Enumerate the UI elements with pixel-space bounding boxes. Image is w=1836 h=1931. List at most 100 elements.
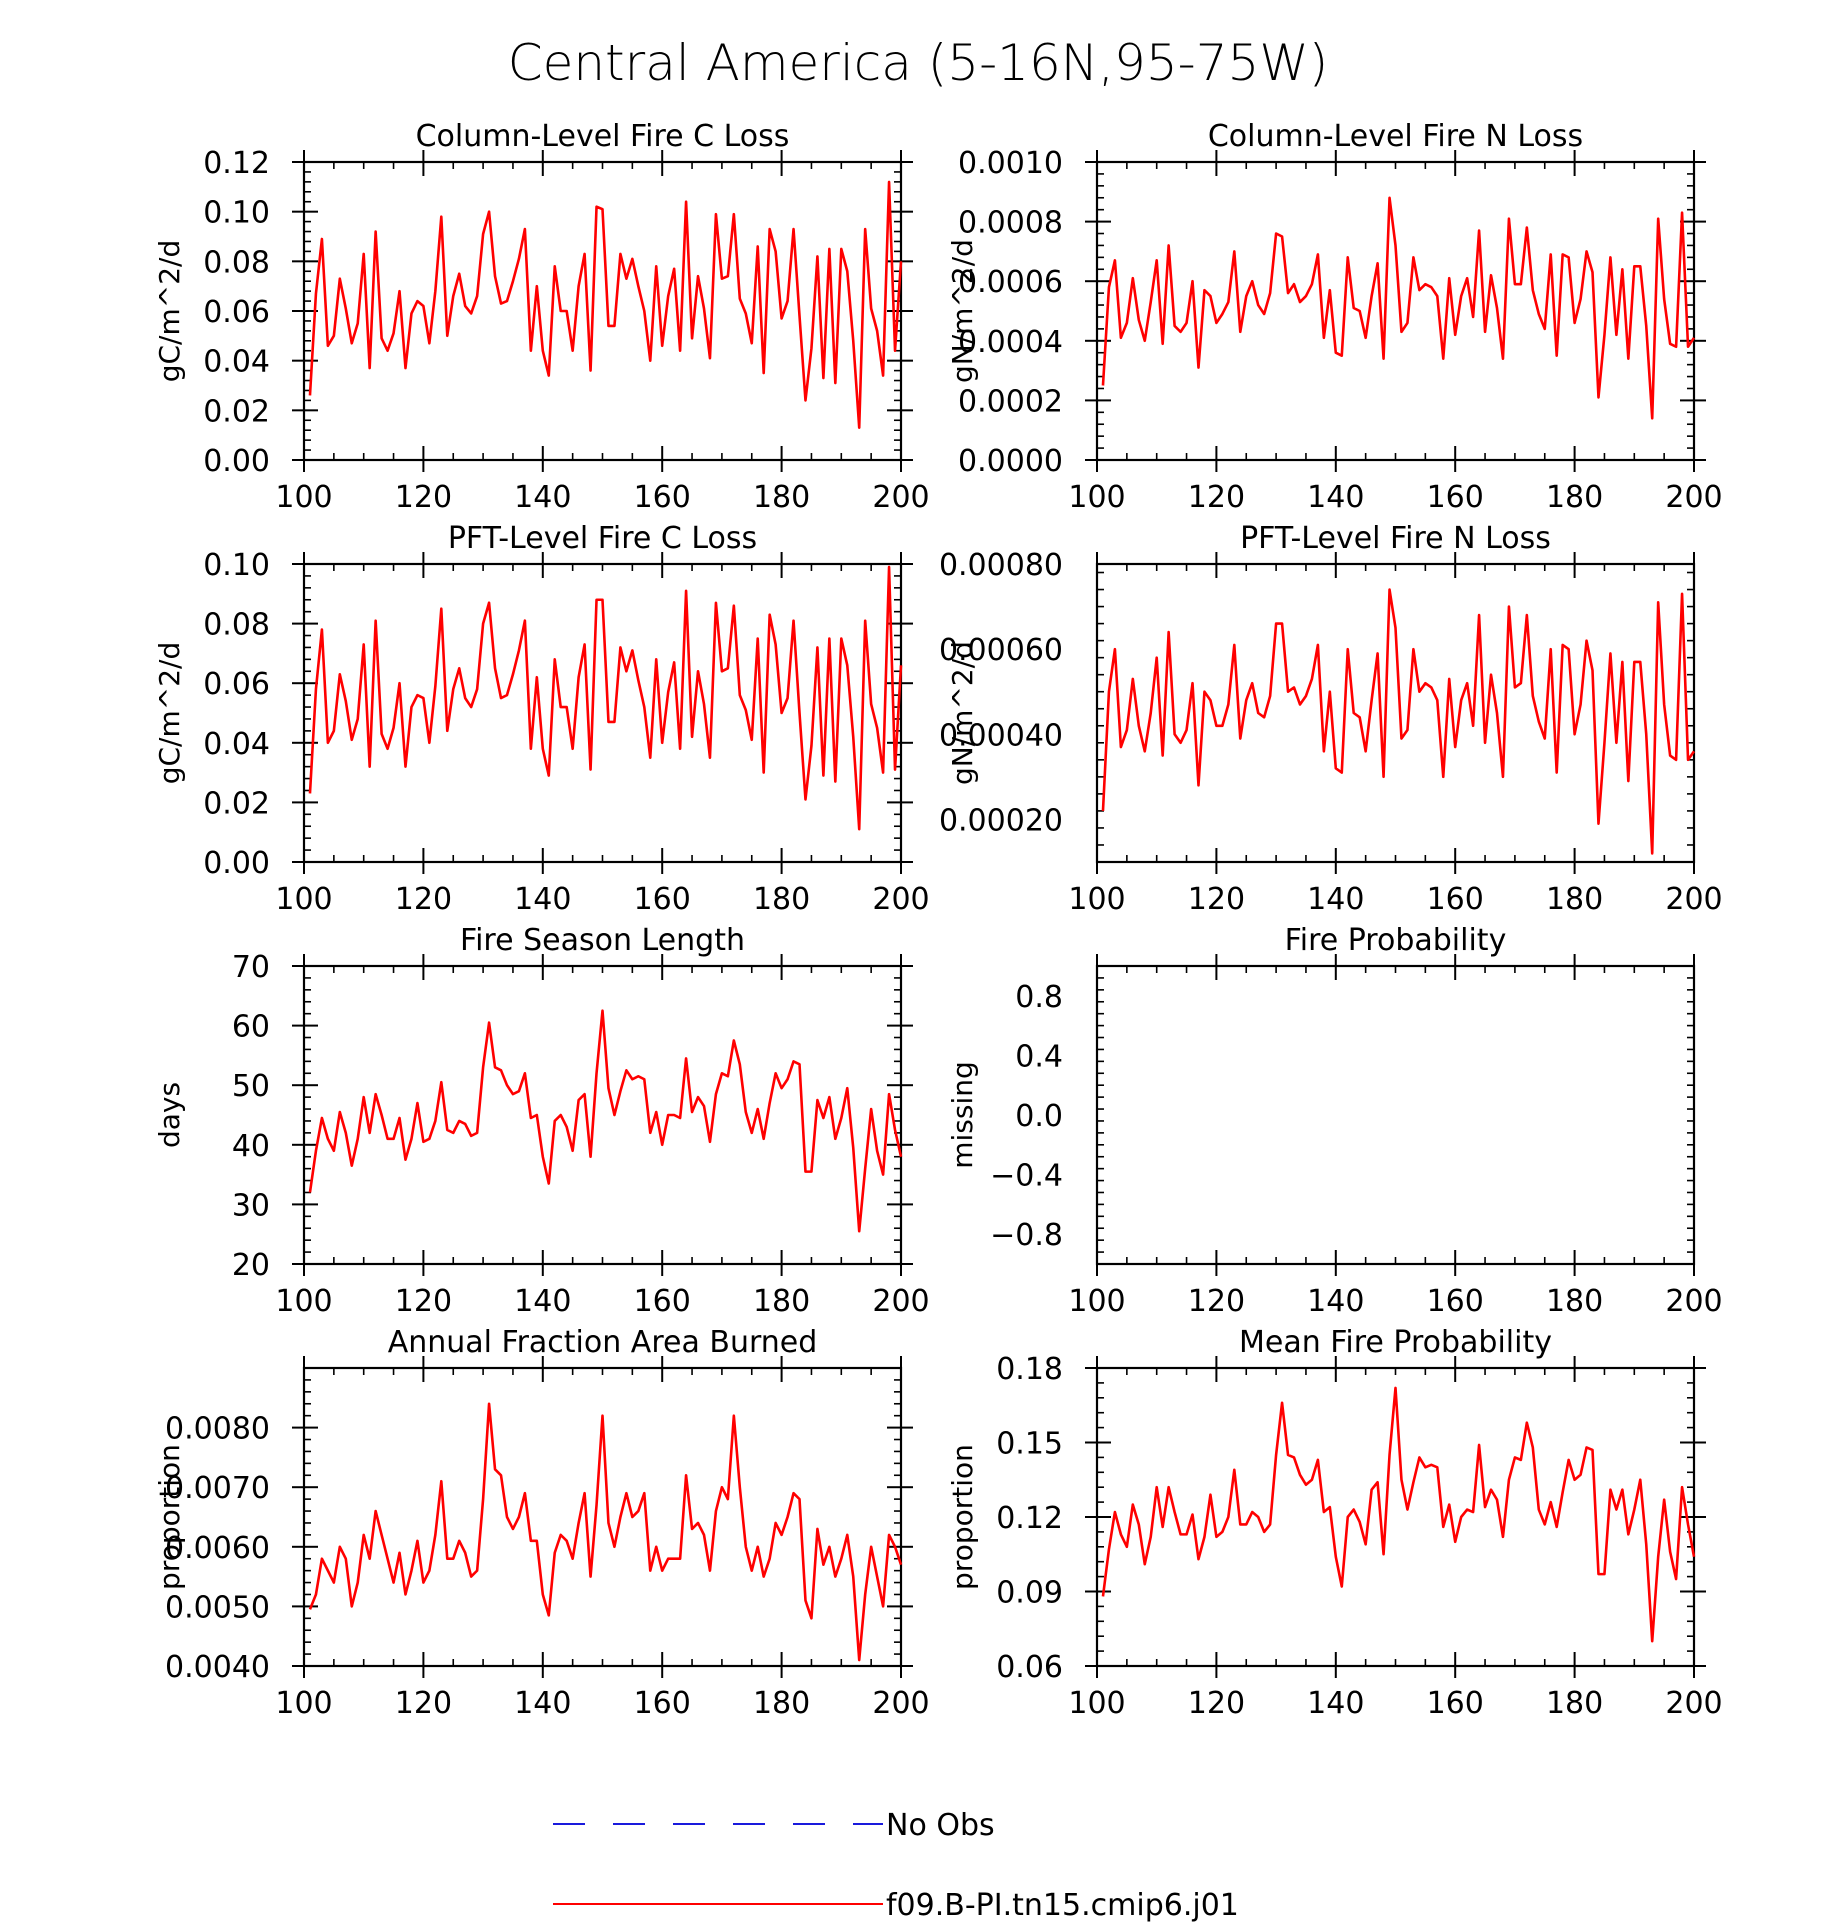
y-tick-label: 0.0060 bbox=[165, 1531, 270, 1566]
x-tick-label: 140 bbox=[1307, 1686, 1364, 1721]
x-tick-label: 140 bbox=[514, 1284, 571, 1319]
y-tick-label: 0.00060 bbox=[939, 633, 1063, 668]
y-tick-label: 50 bbox=[232, 1069, 270, 1104]
plot-frame bbox=[1095, 964, 1696, 1266]
y-tick-label: 70 bbox=[232, 950, 270, 985]
x-tick-label: 200 bbox=[1665, 1686, 1722, 1721]
y-tick-label: 0.00040 bbox=[939, 718, 1063, 753]
x-tick-label: 180 bbox=[753, 1686, 810, 1721]
y-tick-label: −0.4 bbox=[990, 1159, 1063, 1194]
legend-model-label: f09.B-PI.tn15.cmip6.j01 bbox=[886, 1888, 1239, 1923]
legend: No Obs f09.B-PI.tn15.cmip6.j01 bbox=[553, 1808, 1239, 1923]
y-tick-label: 0.00020 bbox=[939, 803, 1063, 838]
y-tick-label: 0.0070 bbox=[165, 1471, 270, 1506]
x-tick-label: 120 bbox=[1188, 1284, 1245, 1319]
y-tick-label: 0.8 bbox=[1015, 980, 1063, 1015]
chart-panel-area-burned: 100 120 140 160 180 200 0.0040 0.0050 0.0060 0.00… bbox=[153, 1325, 930, 1721]
y-tick-label: 0.0040 bbox=[165, 1650, 270, 1685]
series-line-0 bbox=[1101, 1386, 1696, 1643]
y-tick-label: 0.06 bbox=[203, 295, 270, 330]
series-line-0 bbox=[308, 1009, 903, 1233]
chart-panel-column-n: 100 120 140 160 180 200 0.0000 0.0002 0.0004 0.00… bbox=[946, 119, 1723, 515]
plot-frame bbox=[302, 1366, 903, 1668]
x-tick-label: 120 bbox=[395, 1284, 452, 1319]
y-tick-label: 0.02 bbox=[203, 786, 270, 821]
x-tick-label: 100 bbox=[275, 882, 332, 917]
y-tick-label: 0.10 bbox=[203, 548, 270, 583]
panel-title: Mean Fire Probability bbox=[1239, 1325, 1552, 1360]
y-axis-label: gN/m^2/d bbox=[946, 641, 979, 785]
y-tick-label: 0.04 bbox=[203, 345, 270, 380]
x-tick-label: 160 bbox=[634, 480, 691, 515]
x-tick-label: 160 bbox=[1427, 480, 1484, 515]
y-tick-label: 0.0006 bbox=[958, 265, 1063, 300]
y-tick-label: 0.0000 bbox=[958, 444, 1063, 479]
y-tick-label: 0.4 bbox=[1015, 1039, 1063, 1074]
x-tick-label: 120 bbox=[1188, 1686, 1245, 1721]
y-axis-label: gN/m^2/d bbox=[946, 239, 979, 383]
x-tick-label: 140 bbox=[1307, 480, 1364, 515]
x-tick-label: 180 bbox=[753, 882, 810, 917]
y-tick-label: 60 bbox=[232, 1010, 270, 1045]
y-tick-label: 0.02 bbox=[203, 394, 270, 429]
panel-title: PFT-Level Fire N Loss bbox=[1240, 521, 1551, 556]
y-tick-label: 0.0080 bbox=[165, 1412, 270, 1447]
y-tick-label: 0.06 bbox=[996, 1650, 1063, 1685]
x-tick-label: 180 bbox=[753, 1284, 810, 1319]
y-tick-label: 0.00 bbox=[203, 444, 270, 479]
plot-frame bbox=[1095, 562, 1696, 864]
x-tick-label: 160 bbox=[1427, 1686, 1484, 1721]
x-tick-label: 200 bbox=[872, 882, 929, 917]
y-tick-label: 40 bbox=[232, 1129, 270, 1164]
plot-frame bbox=[302, 160, 903, 462]
y-tick-label: 20 bbox=[232, 1248, 270, 1283]
y-tick-label: 0.00080 bbox=[939, 548, 1063, 583]
y-axis-label: missing bbox=[946, 1061, 979, 1169]
chart-panel-season-length: 100 120 140 160 180 200 20 30 40 50 60 70 Fire Seaso… bbox=[153, 923, 930, 1319]
panels: 100 120 140 160 180 200 0.00 0.02 0.04 0.06 0.08 0.… bbox=[153, 119, 1723, 1721]
y-tick-label: 0.15 bbox=[996, 1427, 1063, 1462]
y-tick-label: 0.08 bbox=[203, 608, 270, 643]
y-tick-label: 0.0008 bbox=[958, 206, 1063, 241]
y-tick-label: 0.12 bbox=[996, 1501, 1063, 1536]
chart-panel-fire-probability: 100 120 140 160 180 200 −0.8 −0.4 0.0 0.4 0.8 Fire … bbox=[946, 923, 1723, 1319]
x-tick-label: 200 bbox=[1665, 1284, 1722, 1319]
y-axis-label: days bbox=[153, 1082, 186, 1148]
x-tick-label: 140 bbox=[514, 480, 571, 515]
x-tick-label: 100 bbox=[1068, 1284, 1125, 1319]
panel-title: Fire Probability bbox=[1285, 923, 1507, 958]
x-tick-label: 140 bbox=[1307, 1284, 1364, 1319]
y-tick-label: 0.0002 bbox=[958, 384, 1063, 419]
series-line-0 bbox=[1101, 588, 1696, 855]
x-tick-label: 160 bbox=[634, 1284, 691, 1319]
y-tick-label: 0.06 bbox=[203, 667, 270, 702]
x-tick-label: 140 bbox=[514, 1686, 571, 1721]
x-tick-label: 120 bbox=[1188, 882, 1245, 917]
y-axis-label: proportion bbox=[946, 1444, 979, 1590]
panel-title: Fire Season Length bbox=[460, 923, 745, 958]
x-tick-label: 160 bbox=[634, 882, 691, 917]
y-tick-label: −0.8 bbox=[990, 1218, 1063, 1253]
x-tick-label: 100 bbox=[275, 480, 332, 515]
x-tick-label: 140 bbox=[1307, 882, 1364, 917]
y-tick-label: 0.12 bbox=[203, 146, 270, 181]
x-tick-label: 100 bbox=[1068, 480, 1125, 515]
x-tick-label: 200 bbox=[872, 1284, 929, 1319]
y-axis-label: gC/m^2/d bbox=[153, 642, 186, 785]
y-tick-label: 0.00 bbox=[203, 846, 270, 881]
x-tick-label: 200 bbox=[1665, 480, 1722, 515]
series-line-0 bbox=[308, 1402, 903, 1662]
series-line-0 bbox=[308, 180, 903, 430]
series-line-0 bbox=[308, 565, 903, 831]
y-tick-label: 0.18 bbox=[996, 1352, 1063, 1387]
y-tick-label: 0.0010 bbox=[958, 146, 1063, 181]
legend-obs-label: No Obs bbox=[886, 1808, 995, 1843]
x-tick-label: 100 bbox=[1068, 882, 1125, 917]
figure-title: Central America (5-16N,95-75W) bbox=[508, 34, 1329, 92]
x-tick-label: 160 bbox=[634, 1686, 691, 1721]
series-line-0 bbox=[1101, 196, 1696, 420]
y-tick-label: 0.0 bbox=[1015, 1099, 1063, 1134]
x-tick-label: 180 bbox=[753, 480, 810, 515]
panel-title: Column-Level Fire C Loss bbox=[416, 119, 790, 154]
